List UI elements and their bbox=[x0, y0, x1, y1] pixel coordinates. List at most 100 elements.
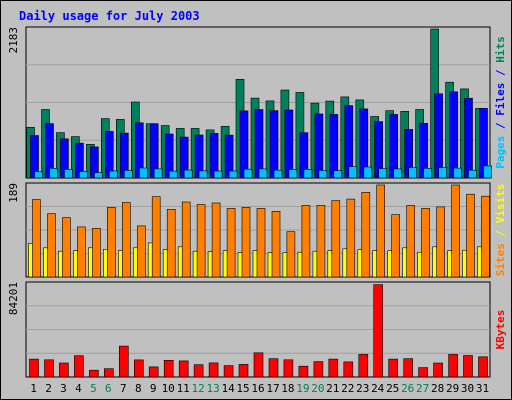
series-pages bbox=[34, 165, 492, 179]
day-label-7: 7 bbox=[120, 382, 127, 395]
bar-sites-day-10 bbox=[166, 209, 176, 278]
bar-sites-day-9 bbox=[151, 196, 161, 278]
bar-kbytes-day-5 bbox=[89, 369, 99, 378]
bar-sites-day-2 bbox=[47, 213, 56, 278]
day-label-16: 16 bbox=[251, 382, 264, 395]
bar-files-day-20 bbox=[314, 113, 324, 179]
day-label-17: 17 bbox=[266, 382, 279, 395]
bar-kbytes-day-28 bbox=[433, 362, 443, 378]
day-label-9: 9 bbox=[150, 382, 157, 395]
series-sites bbox=[32, 184, 490, 278]
legend-part: Visits bbox=[494, 184, 507, 224]
bar-kbytes-day-18 bbox=[283, 359, 294, 378]
legend-part: / bbox=[494, 63, 507, 83]
bar-kbytes-day-24 bbox=[373, 284, 384, 378]
bar-sites-day-15 bbox=[241, 207, 251, 278]
bar-pages-day-22 bbox=[348, 166, 358, 179]
bar-kbytes-day-2 bbox=[44, 359, 54, 378]
bar-sites-day-6 bbox=[107, 207, 116, 278]
bar-sites-day-31 bbox=[481, 195, 490, 278]
bar-kbytes-day-6 bbox=[104, 368, 114, 378]
bar-sites-day-11 bbox=[181, 201, 191, 278]
bar-kbytes-day-1 bbox=[29, 358, 39, 378]
bar-kbytes-day-11 bbox=[178, 360, 189, 378]
day-label-21: 21 bbox=[326, 382, 339, 395]
bar-pages-day-28 bbox=[438, 167, 447, 179]
bar-sites-day-20 bbox=[316, 205, 326, 278]
bar-sites-day-8 bbox=[137, 225, 146, 278]
bar-pages-day-1 bbox=[34, 171, 43, 179]
bar-kbytes-day-27 bbox=[418, 367, 428, 378]
panel-hits_files_pages: 2183 Pages / Files / Hits bbox=[7, 26, 507, 179]
bar-kbytes-day-19 bbox=[298, 365, 309, 378]
bar-sites-day-16 bbox=[256, 208, 266, 278]
bar-sites-day-25 bbox=[391, 214, 401, 278]
bar-files-day-25 bbox=[389, 114, 399, 179]
bar-sites-day-13 bbox=[211, 202, 221, 278]
bar-sites-day-17 bbox=[271, 211, 281, 278]
bar-kbytes-day-25 bbox=[388, 358, 399, 378]
bar-sites-day-28 bbox=[436, 206, 445, 278]
panel-kbytes: 84201 KBytes bbox=[7, 281, 507, 378]
day-label-30: 30 bbox=[461, 382, 474, 395]
bar-pages-day-15 bbox=[243, 168, 253, 179]
bar-sites-day-12 bbox=[196, 204, 206, 278]
day-label-1: 1 bbox=[30, 382, 37, 395]
bar-pages-day-24 bbox=[378, 168, 388, 179]
bar-kbytes-day-14 bbox=[223, 365, 234, 378]
bar-kbytes-day-13 bbox=[208, 362, 219, 378]
legend-label: Pages / Files / Hits bbox=[494, 36, 507, 169]
bar-sites-day-24 bbox=[376, 184, 386, 278]
bar-pages-day-29 bbox=[453, 167, 462, 179]
y-max-label: 189 bbox=[7, 183, 20, 203]
day-label-27: 27 bbox=[416, 382, 429, 395]
bar-kbytes-day-9 bbox=[148, 366, 159, 378]
day-label-13: 13 bbox=[206, 382, 219, 395]
day-label-25: 25 bbox=[386, 382, 399, 395]
bar-pages-day-7 bbox=[124, 170, 133, 179]
series-kbytes bbox=[29, 284, 488, 378]
day-label-22: 22 bbox=[341, 382, 354, 395]
legend-part: / bbox=[494, 223, 507, 243]
bar-sites-day-29 bbox=[451, 184, 460, 278]
bar-sites-day-23 bbox=[361, 192, 371, 278]
y-max-label: 84201 bbox=[7, 282, 20, 315]
bar-kbytes-day-17 bbox=[268, 358, 279, 378]
series-files bbox=[30, 91, 488, 179]
bar-files-day-21 bbox=[329, 114, 339, 179]
bar-sites-day-22 bbox=[346, 198, 356, 278]
bar-sites-day-21 bbox=[331, 200, 341, 278]
bar-kbytes-day-15 bbox=[238, 364, 249, 378]
bar-pages-day-10 bbox=[168, 170, 178, 179]
legend-label: KBytes bbox=[494, 310, 507, 350]
bar-kbytes-day-8 bbox=[134, 359, 144, 378]
day-label-14: 14 bbox=[221, 382, 235, 395]
day-label-12: 12 bbox=[191, 382, 204, 395]
legend-part: Hits bbox=[494, 36, 507, 63]
day-label-29: 29 bbox=[446, 382, 459, 395]
bar-kbytes-day-26 bbox=[403, 358, 414, 378]
bar-pages-day-23 bbox=[363, 166, 373, 179]
legend-part: Sites bbox=[494, 243, 507, 276]
legend-part: / bbox=[494, 116, 507, 136]
day-label-31: 31 bbox=[476, 382, 489, 395]
bar-kbytes-day-30 bbox=[463, 355, 473, 378]
bar-pages-day-14 bbox=[228, 170, 238, 179]
bar-files-day-28 bbox=[434, 93, 443, 179]
bar-pages-day-26 bbox=[408, 167, 418, 179]
bar-kbytes-day-21 bbox=[328, 358, 339, 378]
bar-kbytes-day-4 bbox=[74, 355, 84, 378]
bar-pages-day-3 bbox=[64, 169, 73, 179]
bar-kbytes-day-31 bbox=[478, 356, 488, 378]
day-label-10: 10 bbox=[162, 382, 175, 395]
bar-pages-day-21 bbox=[333, 170, 343, 179]
day-label-6: 6 bbox=[105, 382, 112, 395]
bar-sites-day-19 bbox=[301, 205, 311, 278]
legend-label: Sites / Visits bbox=[494, 184, 507, 277]
day-label-5: 5 bbox=[90, 382, 97, 395]
bar-pages-day-20 bbox=[318, 170, 328, 179]
bar-pages-day-11 bbox=[183, 169, 193, 179]
bar-kbytes-day-23 bbox=[358, 354, 369, 378]
bar-files-day-16 bbox=[254, 109, 264, 179]
